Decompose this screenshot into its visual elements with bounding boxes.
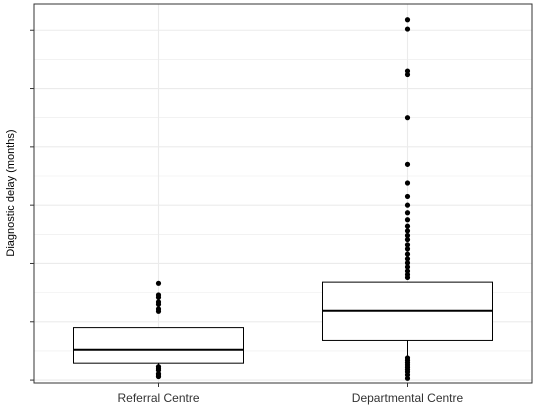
outlier-point-1-11 [404, 268, 411, 274]
outlier-point-1-32 [404, 17, 411, 23]
box-0 [73, 327, 244, 373]
outlier-point-1-12 [404, 264, 411, 270]
outlier-point-1-14 [404, 256, 411, 262]
y-axis-ticks [30, 29, 34, 381]
outlier-point-1-31 [404, 26, 411, 32]
outlier-point-1-8 [404, 355, 411, 361]
outlier-point-1-15 [404, 251, 411, 257]
outlier-point-1-24 [404, 202, 411, 208]
outlier-point-1-28 [404, 115, 411, 121]
outlier-point-1-30 [404, 68, 411, 74]
outlier-point-0-11 [155, 292, 162, 298]
outlier-point-1-19 [404, 232, 411, 239]
outlier-point-1-17 [404, 242, 411, 248]
outlier-point-1-27 [404, 161, 411, 167]
outlier-points [155, 17, 411, 381]
outlier-point-1-18 [404, 236, 411, 243]
x-axis-ticks: Referral Centre Departmental Centre [117, 383, 464, 405]
box-body-0 [73, 327, 244, 364]
outlier-point-0-9 [155, 299, 162, 305]
outlier-point-1-21 [404, 223, 411, 229]
boxes [73, 281, 493, 373]
outlier-point-1-25 [404, 193, 411, 200]
outlier-point-1-16 [404, 246, 411, 252]
outlier-point-1-23 [404, 210, 411, 216]
outlier-point-1-20 [404, 228, 411, 234]
outlier-point-1-13 [404, 260, 411, 266]
panel-border [33, 3, 533, 384]
outlier-point-1-22 [404, 217, 411, 223]
x-tick-label-1: Departmental Centre [352, 391, 464, 405]
outlier-point-0-7 [155, 306, 162, 312]
y-axis-title: Diagnostic delay (months) [5, 129, 17, 256]
box-1 [322, 281, 493, 357]
outlier-point-1-26 [404, 180, 411, 186]
outlier-point-0-5 [155, 364, 162, 370]
outlier-point-0-12 [155, 280, 162, 286]
x-tick-label-0: Referral Centre [117, 391, 199, 405]
grid-lines [34, 4, 532, 383]
